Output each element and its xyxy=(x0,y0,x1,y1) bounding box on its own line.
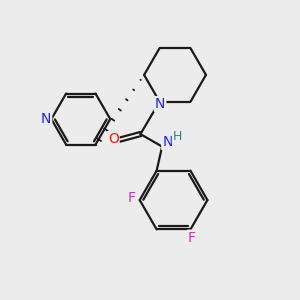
Text: F: F xyxy=(188,231,196,244)
Text: H: H xyxy=(173,130,182,143)
Text: F: F xyxy=(128,191,136,205)
Text: N: N xyxy=(155,97,165,111)
Text: N: N xyxy=(41,112,51,126)
Text: N: N xyxy=(162,135,172,149)
Text: O: O xyxy=(108,132,118,146)
